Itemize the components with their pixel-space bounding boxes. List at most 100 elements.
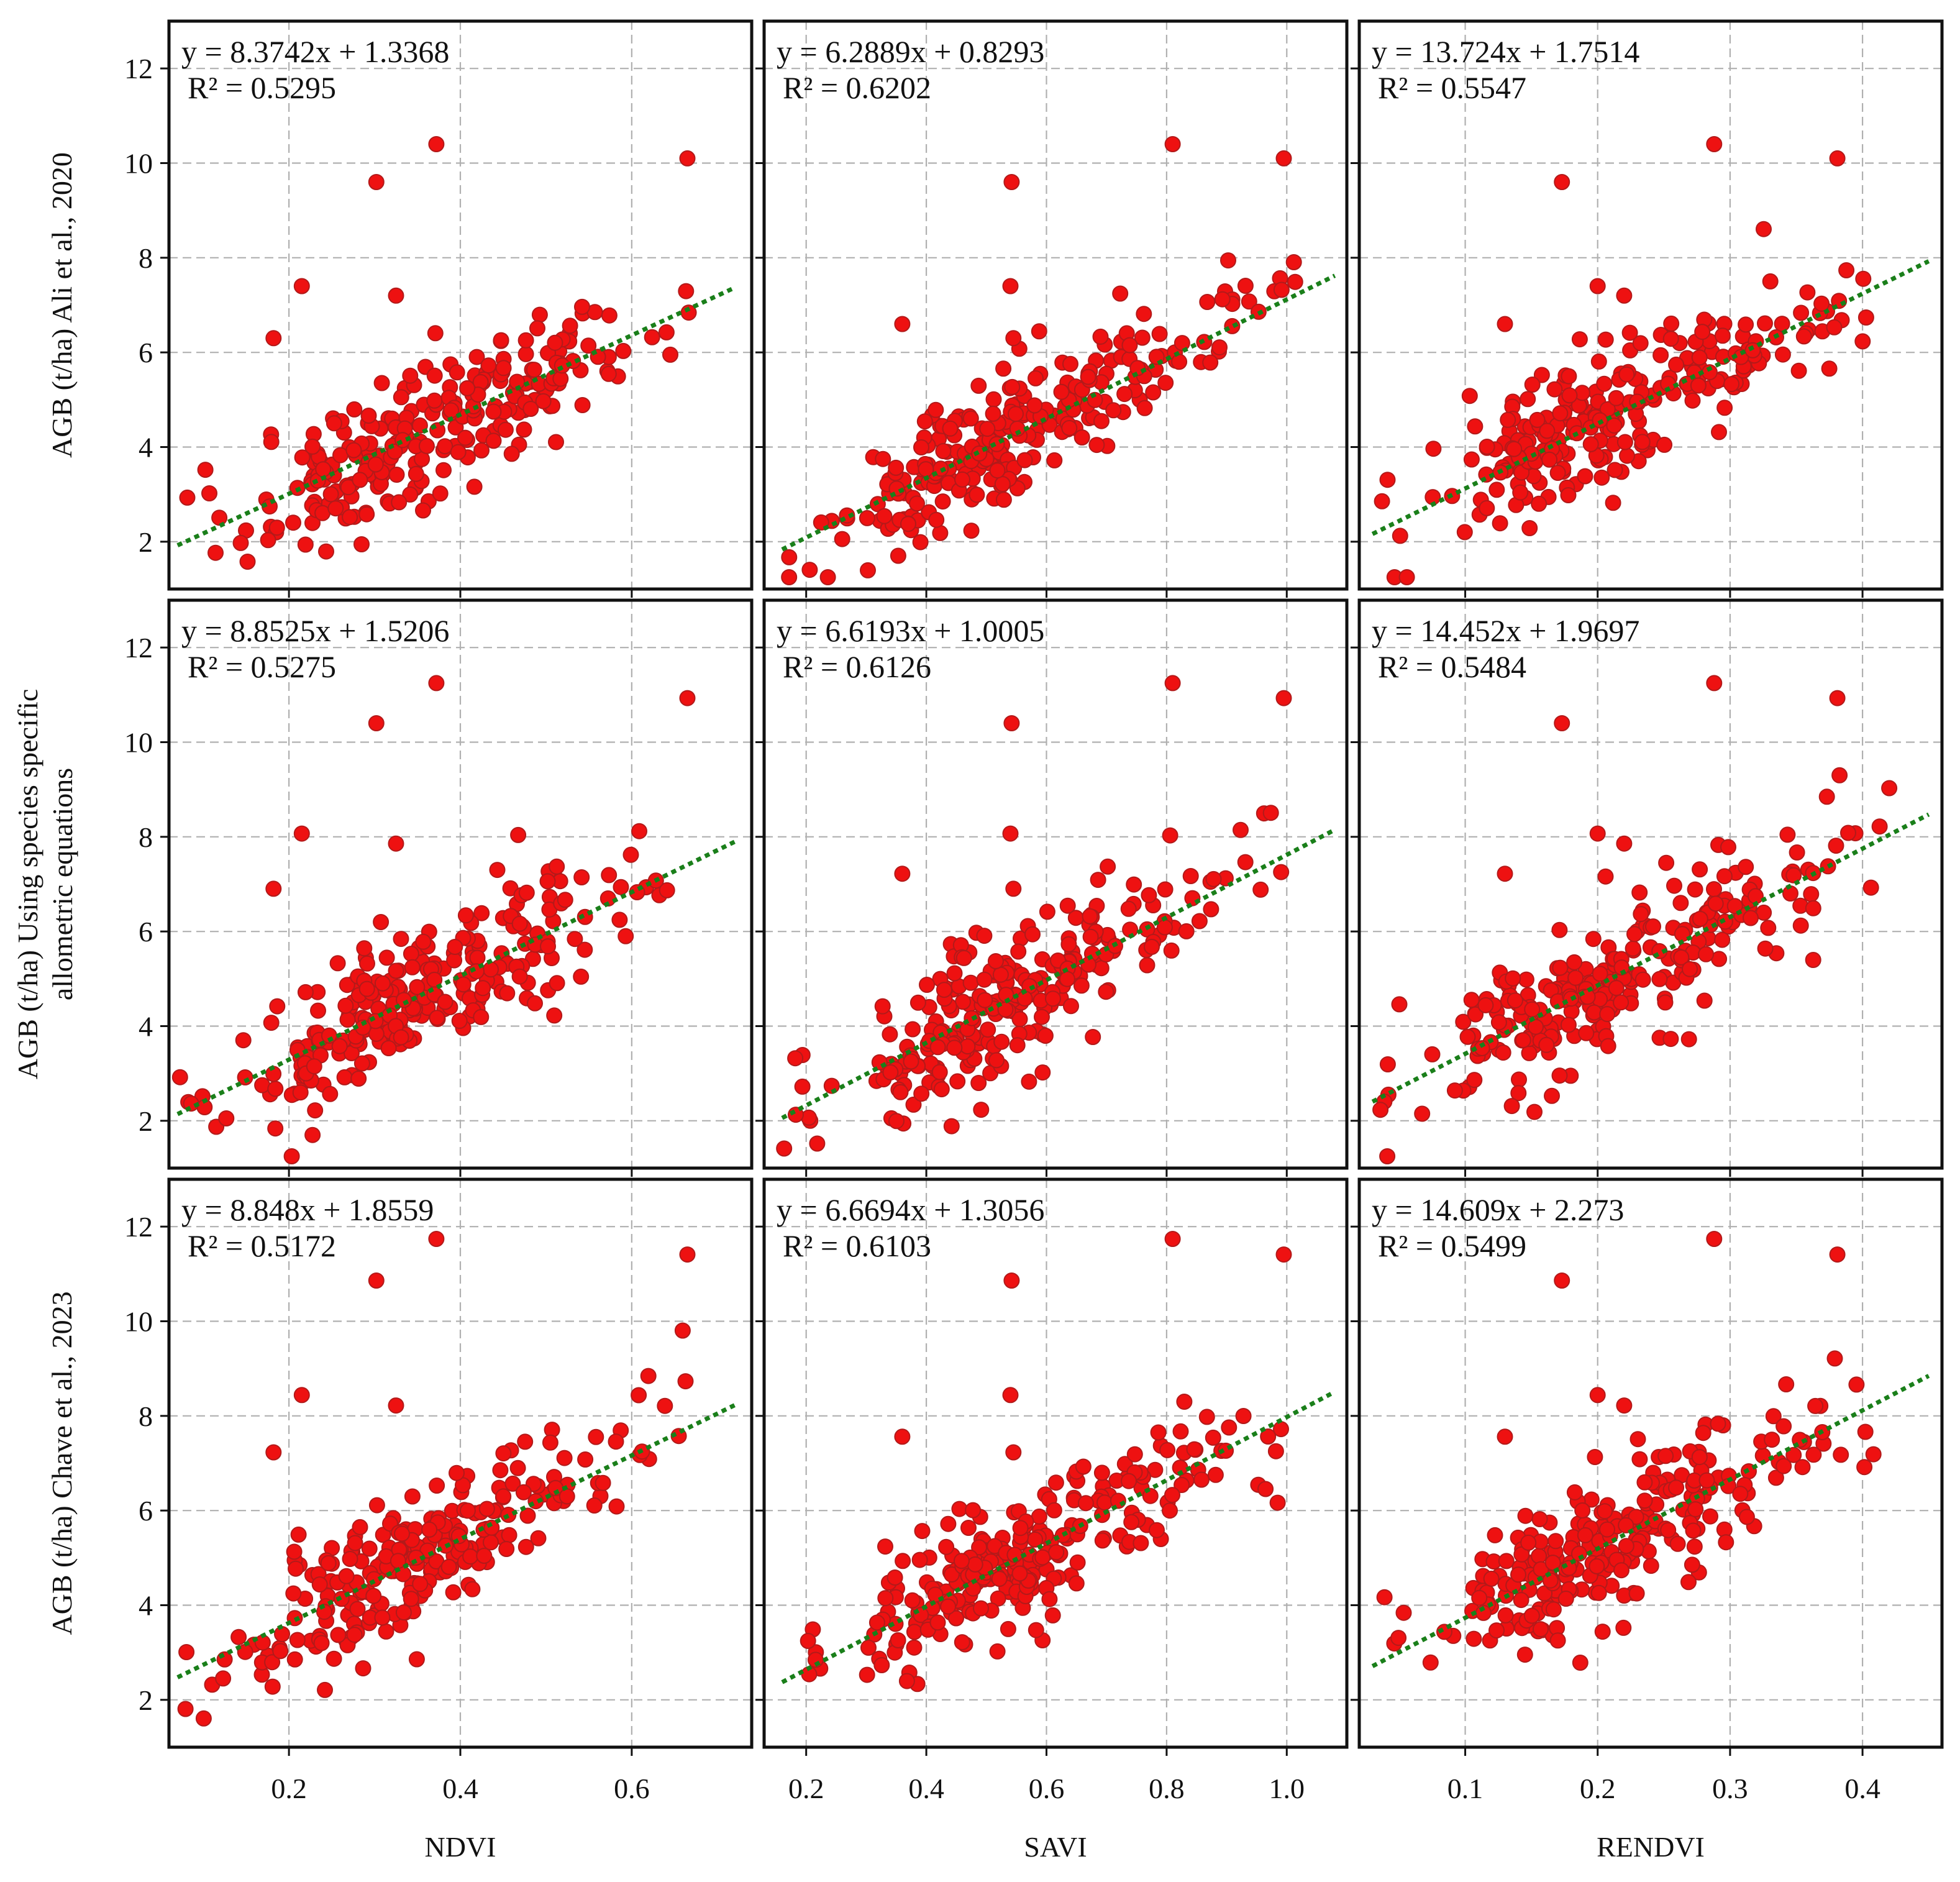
scatter-point <box>297 536 314 553</box>
scatter-point <box>1037 1028 1054 1044</box>
scatter-point <box>1723 376 1740 393</box>
scatter-point <box>1857 309 1874 326</box>
scatter-point <box>353 536 370 552</box>
scatter-point <box>985 405 1001 422</box>
scatter-point <box>1510 1085 1527 1102</box>
scatter-point <box>1760 920 1777 936</box>
scatter-point <box>574 298 590 315</box>
scatter-point <box>1600 1038 1616 1054</box>
r2-label: R² = 0.5172 <box>188 1228 336 1263</box>
scatter-point <box>859 1666 875 1683</box>
scatter-point <box>580 337 597 354</box>
scatter-point <box>985 391 1002 408</box>
scatter-point <box>980 1021 996 1038</box>
scatter-point <box>679 150 696 167</box>
scatter-point <box>283 1148 300 1164</box>
scatter-point <box>1854 333 1871 350</box>
scatter-point <box>421 1521 438 1538</box>
scatter-point <box>1707 895 1724 912</box>
scatter-point <box>1615 1619 1632 1636</box>
scatter-point <box>1630 1431 1646 1448</box>
scatter-point <box>953 1553 970 1569</box>
scatter-point <box>1287 273 1303 290</box>
scatter-point <box>1613 1562 1630 1579</box>
scatter-point <box>510 826 527 843</box>
scatter-point <box>1136 400 1153 416</box>
scatter-point <box>1414 1105 1431 1122</box>
scatter-point <box>1026 397 1043 414</box>
scatter-point <box>1767 1469 1784 1486</box>
scatter-point <box>504 1475 521 1492</box>
scatter-point <box>1698 946 1715 962</box>
scatter-point <box>265 880 282 897</box>
scatter-point <box>495 1488 512 1505</box>
scatter-point <box>443 402 460 419</box>
scatter-point <box>1606 417 1623 434</box>
scatter-point <box>450 444 467 460</box>
scatter-point <box>529 320 545 337</box>
scatter-point <box>1546 381 1563 398</box>
scatter-point <box>468 349 485 365</box>
scatter-point <box>1589 278 1606 295</box>
scatter-point <box>412 1576 429 1592</box>
scatter-point <box>1552 959 1569 976</box>
y-tick-label: 10 <box>124 1306 153 1338</box>
scatter-point <box>1549 1632 1566 1649</box>
scatter-point <box>519 1507 536 1524</box>
scatter-point <box>1680 1031 1697 1048</box>
scatter-point <box>1031 323 1047 340</box>
scatter-point <box>457 907 474 924</box>
scatter-point <box>361 1540 378 1557</box>
scatter-point <box>1398 569 1415 585</box>
scatter-point <box>934 493 951 510</box>
scatter-point <box>887 1569 903 1586</box>
scatter-point <box>1596 375 1613 392</box>
scatter-point <box>1503 1098 1520 1115</box>
scatter-point <box>1666 877 1682 894</box>
scatter-point <box>1590 1584 1607 1601</box>
y-tick-label: 10 <box>124 148 153 180</box>
y-tick-label: 6 <box>139 916 153 948</box>
scatter-point <box>1658 854 1675 871</box>
scatter-point <box>776 1140 793 1157</box>
scatter-point <box>1002 278 1019 295</box>
scatter-point <box>485 403 502 420</box>
scatter-point <box>657 1397 673 1414</box>
scatter-point <box>509 1459 526 1476</box>
scatter-point <box>1578 1025 1595 1041</box>
scatter-point <box>905 1096 922 1113</box>
scatter-point <box>573 968 590 985</box>
scatter-point <box>1597 868 1614 885</box>
scatter-point <box>1634 971 1651 988</box>
scatter-point <box>1673 949 1690 966</box>
scatter-point <box>1149 1522 1165 1538</box>
scatter-point <box>1390 1630 1407 1647</box>
scatter-point <box>1756 221 1772 237</box>
scatter-point <box>264 1678 281 1695</box>
scatter-point <box>1139 957 1155 974</box>
scatter-point <box>492 1462 509 1479</box>
scatter-point <box>215 1670 232 1687</box>
scatter-point <box>1840 825 1856 841</box>
scatter-point <box>1636 1492 1653 1509</box>
scatter-point <box>349 1601 366 1617</box>
scatter-point <box>1636 1474 1653 1491</box>
x-tick-label: 0.6 <box>614 1773 650 1804</box>
scatter-point <box>177 1701 194 1717</box>
scatter-point <box>1531 495 1547 512</box>
scatter-point <box>265 1444 282 1461</box>
scatter-point <box>549 858 565 875</box>
scatter-point <box>1628 1585 1645 1602</box>
scatter-point <box>331 1038 348 1054</box>
scatter-point <box>380 1040 397 1056</box>
scatter-point <box>404 1488 421 1505</box>
y-tick-label: 10 <box>124 727 153 759</box>
scatter-point <box>358 980 375 997</box>
scatter-point <box>1656 436 1673 453</box>
scatter-point <box>178 1644 195 1660</box>
scatter-point <box>1687 1501 1704 1518</box>
r2-label: R² = 0.6103 <box>783 1228 931 1263</box>
scatter-point <box>888 1113 905 1130</box>
scatter-point <box>1714 931 1731 948</box>
scatter-point <box>990 1590 1006 1607</box>
